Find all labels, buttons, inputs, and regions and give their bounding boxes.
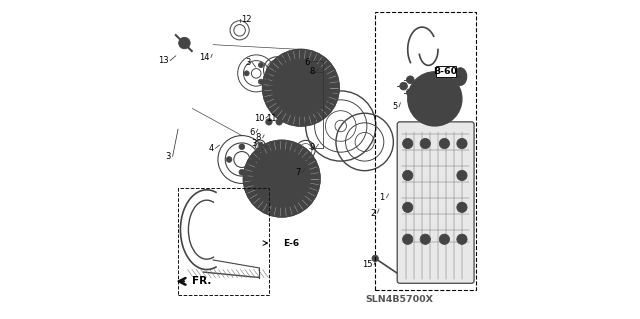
Circle shape bbox=[439, 234, 449, 244]
Text: B-60: B-60 bbox=[434, 67, 458, 76]
Circle shape bbox=[403, 138, 413, 149]
Circle shape bbox=[406, 89, 414, 96]
FancyBboxPatch shape bbox=[397, 122, 474, 283]
Text: FR.: FR. bbox=[192, 276, 211, 286]
Text: 1: 1 bbox=[380, 193, 385, 202]
Circle shape bbox=[420, 234, 430, 244]
Circle shape bbox=[457, 234, 467, 244]
Text: 9: 9 bbox=[309, 143, 315, 152]
Text: 3: 3 bbox=[166, 152, 171, 161]
Circle shape bbox=[276, 119, 282, 125]
Text: E-6: E-6 bbox=[284, 239, 300, 248]
Text: 6: 6 bbox=[249, 128, 255, 137]
Circle shape bbox=[259, 143, 263, 147]
Circle shape bbox=[252, 157, 257, 162]
Ellipse shape bbox=[454, 68, 467, 85]
Circle shape bbox=[179, 37, 190, 49]
Text: 2: 2 bbox=[371, 209, 376, 218]
Circle shape bbox=[372, 255, 378, 262]
Circle shape bbox=[408, 72, 462, 126]
Circle shape bbox=[243, 140, 320, 217]
Circle shape bbox=[403, 170, 413, 181]
Circle shape bbox=[457, 202, 467, 212]
Text: 3: 3 bbox=[252, 139, 257, 148]
Circle shape bbox=[262, 49, 339, 126]
Circle shape bbox=[259, 79, 264, 84]
Circle shape bbox=[239, 169, 244, 175]
Circle shape bbox=[400, 82, 408, 90]
Bar bbox=[375, 12, 476, 290]
Text: 13: 13 bbox=[158, 56, 168, 65]
Circle shape bbox=[239, 144, 244, 150]
FancyBboxPatch shape bbox=[436, 66, 456, 77]
Circle shape bbox=[244, 71, 249, 76]
Circle shape bbox=[226, 157, 232, 162]
Text: SLN4B5700X: SLN4B5700X bbox=[365, 295, 433, 304]
Text: 15: 15 bbox=[362, 260, 372, 269]
Text: 8: 8 bbox=[309, 67, 315, 76]
Text: 7: 7 bbox=[295, 168, 300, 177]
Circle shape bbox=[403, 234, 413, 244]
Text: 5: 5 bbox=[392, 102, 397, 111]
Circle shape bbox=[420, 138, 430, 149]
Circle shape bbox=[259, 63, 264, 68]
Circle shape bbox=[260, 152, 265, 157]
Text: 14: 14 bbox=[199, 53, 209, 62]
Text: 6: 6 bbox=[304, 58, 310, 67]
Circle shape bbox=[403, 202, 413, 212]
Text: 12: 12 bbox=[241, 15, 252, 24]
Text: 4: 4 bbox=[209, 144, 214, 153]
Text: 8: 8 bbox=[255, 133, 261, 142]
Circle shape bbox=[457, 170, 467, 181]
Circle shape bbox=[266, 119, 272, 125]
Text: 3: 3 bbox=[245, 58, 250, 67]
Circle shape bbox=[457, 138, 467, 149]
Circle shape bbox=[431, 96, 438, 102]
Bar bbox=[178, 188, 269, 295]
Text: 10: 10 bbox=[253, 114, 264, 122]
Circle shape bbox=[439, 138, 449, 149]
Text: 11: 11 bbox=[266, 114, 276, 122]
Circle shape bbox=[406, 76, 414, 84]
